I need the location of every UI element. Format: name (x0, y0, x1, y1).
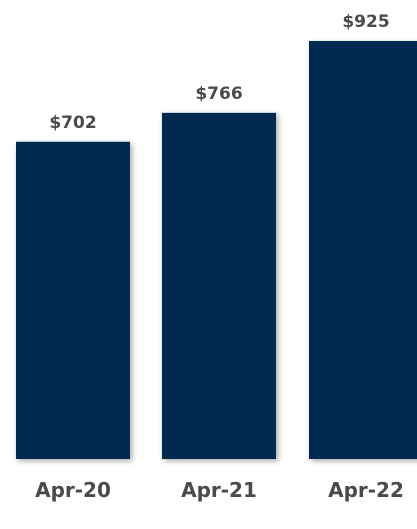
value-label-apr-21: $766 (195, 84, 242, 104)
category-labels-layer: Apr-20 Apr-21 Apr-22 (35, 478, 404, 502)
category-label-apr-21: Apr-21 (181, 478, 257, 502)
value-label-apr-22: $925 (342, 12, 389, 32)
bar-apr-21 (162, 112, 276, 460)
bar-apr-20 (16, 141, 130, 459)
value-labels-layer: $702 $766 $925 (49, 12, 389, 133)
category-label-apr-22: Apr-22 (328, 478, 404, 502)
bars-layer (16, 41, 417, 460)
bar-apr-22 (309, 41, 417, 459)
value-label-apr-20: $702 (49, 113, 96, 133)
category-label-apr-20: Apr-20 (35, 478, 111, 502)
